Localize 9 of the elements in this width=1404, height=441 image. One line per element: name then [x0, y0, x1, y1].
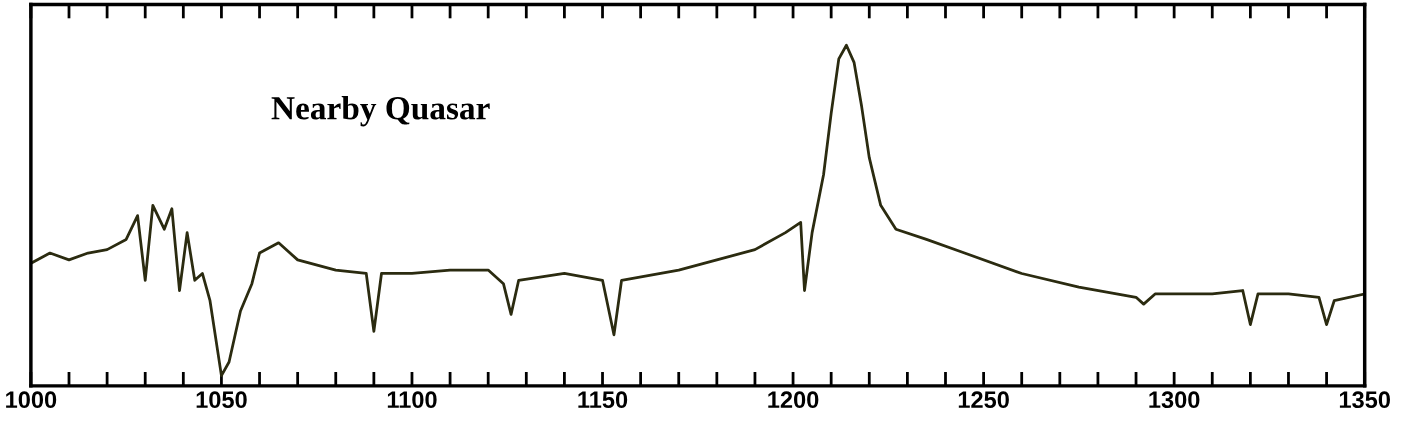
- x-tick-label: 1150: [578, 391, 628, 409]
- x-tick-label: 1100: [387, 391, 437, 409]
- x-tick-label: 1000: [6, 391, 57, 409]
- x-tick-label: 1050: [196, 391, 247, 409]
- annotation: Nearby Quasar: [271, 96, 490, 127]
- x-tick-label: 1350: [1339, 391, 1390, 409]
- x-tick-label: 1200: [768, 391, 819, 409]
- x-tick-label: 1250: [958, 391, 1009, 409]
- x-tick-label: 1300: [1149, 391, 1200, 409]
